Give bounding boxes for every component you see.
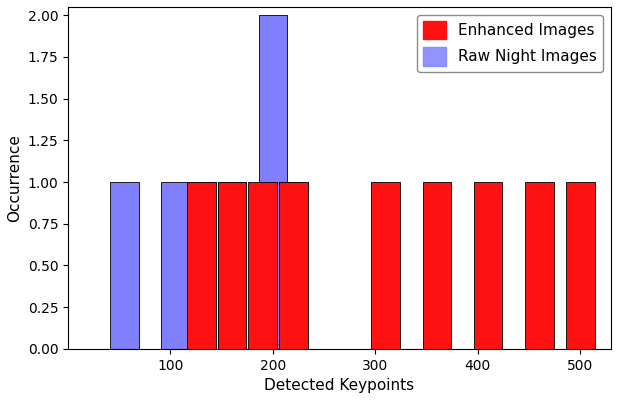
Bar [279, 182, 308, 349]
Bar [371, 182, 400, 349]
X-axis label: Detected Keypoints: Detected Keypoints [265, 378, 415, 393]
Bar [110, 182, 138, 349]
Bar [525, 182, 554, 349]
Bar [218, 182, 246, 349]
Bar [161, 182, 190, 349]
Bar [566, 182, 595, 349]
Bar [423, 182, 451, 349]
Bar [474, 182, 502, 349]
Bar [187, 182, 216, 349]
Bar [279, 182, 308, 349]
Bar [218, 182, 246, 349]
Bar [258, 15, 287, 349]
Bar [187, 182, 216, 349]
Bar [248, 182, 277, 349]
Y-axis label: Occurrence: Occurrence [7, 134, 22, 222]
Legend: Enhanced Images, Raw Night Images: Enhanced Images, Raw Night Images [417, 14, 603, 72]
